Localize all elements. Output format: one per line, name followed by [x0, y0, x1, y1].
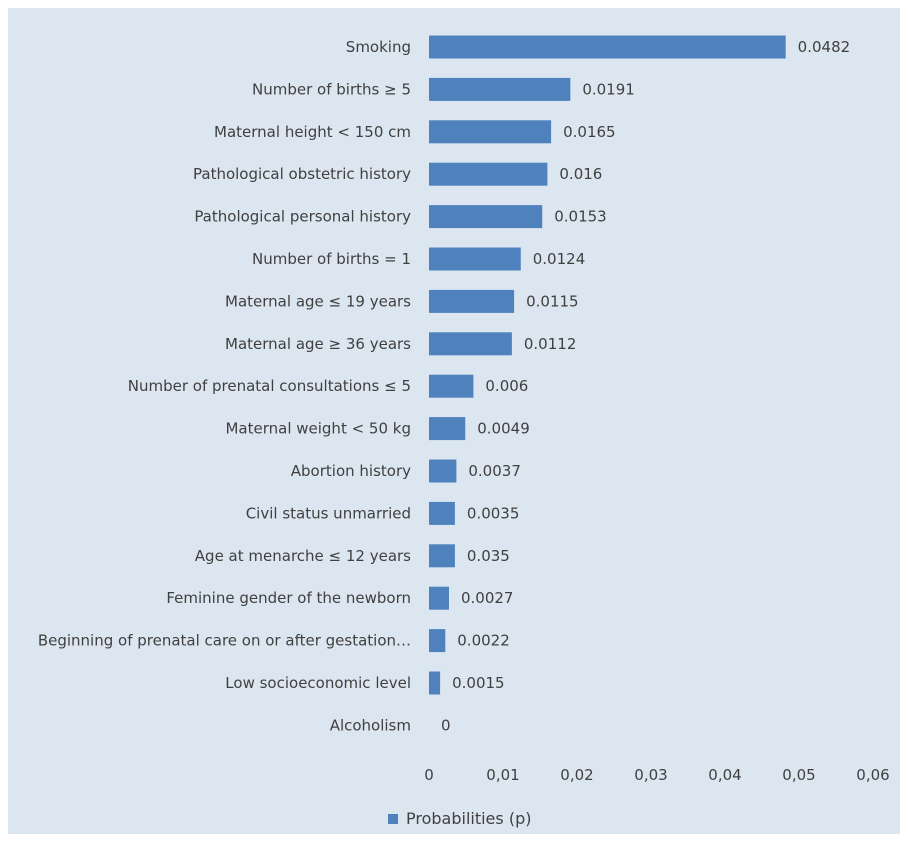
category-label: Maternal height < 150 cm	[214, 123, 411, 141]
data-label: 0.0115	[526, 292, 579, 310]
bar	[429, 162, 548, 186]
category-label: Age at menarche ≤ 12 years	[195, 547, 411, 565]
data-label: 0.0482	[798, 38, 851, 56]
bar	[429, 205, 543, 229]
bar	[429, 332, 512, 356]
legend-swatch	[388, 814, 398, 824]
data-label: 0.0049	[477, 420, 530, 438]
x-tick-label: 0,01	[486, 766, 519, 784]
bar	[429, 120, 552, 144]
data-label: 0.0015	[452, 674, 505, 692]
data-label: 0.035	[467, 547, 510, 565]
bar	[429, 417, 466, 441]
data-label: 0.0035	[467, 504, 520, 522]
x-tick-label: 0,05	[782, 766, 815, 784]
category-label: Maternal age ≤ 19 years	[225, 292, 411, 310]
category-label: Feminine gender of the newborn	[166, 589, 411, 607]
data-label: 0.0165	[563, 123, 616, 141]
bar-chart: Smoking Number of births ≥ 5 Maternal heig…	[38, 35, 890, 828]
legend: Probabilities (p)	[388, 809, 531, 828]
data-label: 0.0027	[461, 589, 513, 607]
category-labels: Smoking Number of births ≥ 5 Maternal heig…	[38, 38, 411, 734]
data-label: 0.0022	[457, 632, 510, 650]
category-label: Beginning of prenatal care on or after g…	[38, 632, 411, 650]
data-label: 0.0124	[533, 250, 586, 268]
data-label: 0.0191	[582, 80, 635, 98]
x-tick-label: 0,04	[708, 766, 741, 784]
data-labels: 0.0482 0.0191 0.0165 0.016 0.0153 0.0124 0.011…	[441, 38, 850, 734]
category-label: Number of births = 1	[252, 250, 411, 268]
chart-panel: Smoking Number of births ≥ 5 Maternal heig…	[8, 8, 900, 834]
bar	[429, 374, 474, 398]
x-tick-label: 0	[424, 766, 434, 784]
data-label: 0.0153	[554, 208, 607, 226]
data-label: 0	[441, 716, 451, 734]
x-tick-label: 0,03	[634, 766, 667, 784]
bar	[429, 501, 455, 525]
category-label: Number of births ≥ 5	[252, 80, 411, 98]
bars-layer	[429, 35, 786, 695]
category-label: Low socioeconomic level	[225, 674, 411, 692]
bar	[429, 77, 571, 101]
legend-label: Probabilities (p)	[406, 809, 531, 828]
category-label: Alcoholism	[330, 716, 411, 734]
bar	[429, 544, 455, 568]
bar	[429, 289, 515, 313]
category-label: Number of prenatal consultations ≤ 5	[128, 377, 411, 395]
x-axis-ticks: 0 0,01 0,02 0,03 0,04 0,05 0,06	[424, 766, 889, 784]
x-tick-label: 0,06	[856, 766, 889, 784]
x-tick-label: 0,02	[560, 766, 593, 784]
bar	[429, 459, 457, 483]
data-label: 0.016	[559, 165, 602, 183]
data-label: 0.0112	[524, 335, 577, 353]
bar	[429, 671, 441, 695]
bar	[429, 586, 449, 610]
data-label: 0.0037	[468, 462, 521, 480]
category-label: Abortion history	[291, 462, 411, 480]
category-label: Maternal age ≥ 36 years	[225, 335, 411, 353]
bar	[429, 35, 786, 59]
category-label: Smoking	[346, 38, 411, 56]
bar	[429, 629, 446, 653]
category-label: Pathological personal history	[194, 208, 411, 226]
category-label: Maternal weight < 50 kg	[225, 420, 411, 438]
category-label: Pathological obstetric history	[193, 165, 411, 183]
data-label: 0.006	[485, 377, 528, 395]
category-label: Civil status unmarried	[246, 504, 411, 522]
bar	[429, 247, 521, 271]
